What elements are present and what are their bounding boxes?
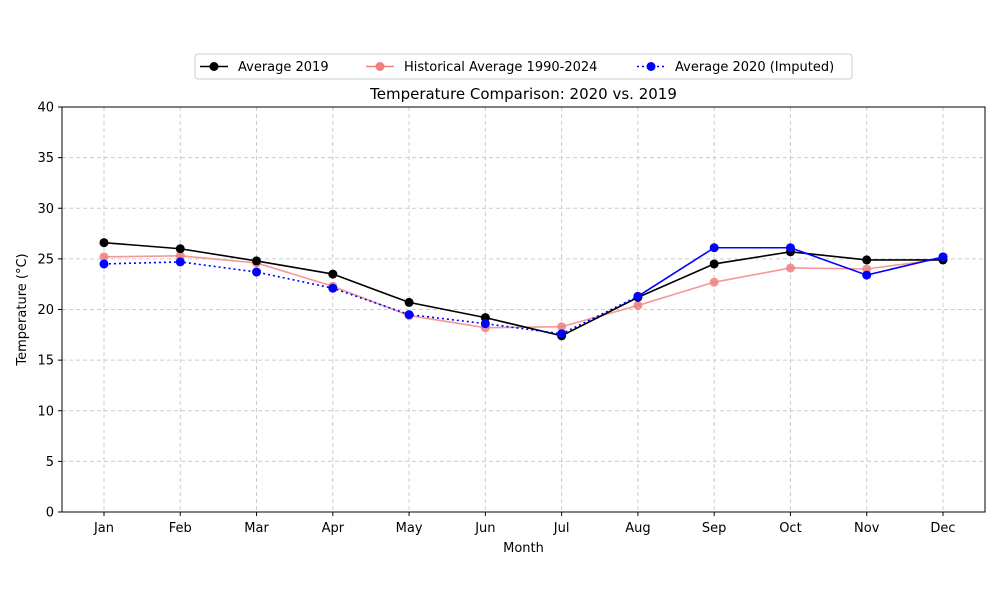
legend-swatch-marker: [646, 62, 656, 71]
data-point: [938, 252, 948, 262]
data-point: [709, 259, 719, 269]
x-tick-label: Aug: [625, 521, 650, 536]
x-tick-label: Jul: [553, 521, 570, 536]
series-line-dotted: [103, 261, 639, 335]
axes: Jan Feb Mar Apr May Jun Jul Aug Sep Oct Nov Dec 0 5 10…: [37, 101, 955, 537]
x-tick-label: Apr: [322, 521, 345, 536]
data-point: [785, 263, 795, 273]
data-point: [252, 256, 262, 266]
data-point: [99, 252, 109, 262]
legend-swatch-marker: [375, 62, 385, 71]
data-point: [557, 329, 567, 339]
x-axis-label: Month: [503, 541, 544, 556]
grid: [62, 106, 985, 513]
x-tick-label: Feb: [169, 521, 192, 536]
y-tick-label: 25: [37, 252, 54, 267]
y-tick-label: 35: [37, 151, 54, 166]
data-point: [633, 291, 643, 301]
x-tick-label: Sep: [702, 521, 727, 536]
y-tick-label: 20: [37, 303, 54, 318]
y-tick-label: 15: [37, 354, 54, 369]
data-point: [633, 300, 643, 310]
y-axis-label: Temperature (°C): [15, 253, 30, 366]
data-point: [404, 310, 414, 320]
legend-label: Average 2019: [238, 60, 329, 75]
data-point: [328, 283, 338, 293]
x-tick-label: Jan: [93, 521, 114, 536]
x-tick-label: Jun: [474, 521, 495, 536]
data-point: [709, 277, 719, 287]
x-tick-label: Mar: [244, 521, 269, 536]
y-tick-label: 0: [46, 506, 54, 521]
y-tick-label: 30: [37, 202, 54, 217]
x-tick-label: May: [396, 521, 423, 536]
data-point: [557, 322, 567, 332]
series-group: [99, 238, 948, 341]
x-tick-label: Oct: [779, 521, 801, 536]
legend: Average 2019 Historical Average 1990-2024…: [194, 53, 853, 80]
x-tick-label: Dec: [930, 521, 955, 536]
data-point: [99, 238, 109, 248]
data-point: [404, 297, 414, 307]
data-point: [480, 319, 490, 329]
y-tick-label: 5: [46, 455, 54, 470]
data-point: [252, 267, 262, 277]
data-point: [862, 255, 872, 265]
data-point: [785, 243, 795, 253]
legend-box: [194, 53, 853, 80]
series-line: [103, 255, 944, 329]
chart-title: Temperature Comparison: 2020 vs. 2019: [369, 85, 677, 103]
data-point: [99, 259, 109, 269]
data-point: [328, 269, 338, 279]
legend-item-2: Average 2020 (Imputed): [637, 60, 834, 75]
legend-item-0: Average 2019: [200, 60, 329, 75]
series-0: [99, 238, 948, 341]
data-point: [862, 270, 872, 280]
legend-item-1: Historical Average 1990-2024: [366, 60, 597, 75]
legend-swatch-marker: [209, 62, 219, 71]
data-point: [709, 243, 719, 253]
series-2: [99, 243, 948, 339]
series-1: [99, 251, 948, 333]
y-tick-label: 40: [37, 101, 54, 116]
y-tick-label: 10: [37, 404, 54, 419]
data-point: [175, 257, 185, 267]
legend-label: Historical Average 1990-2024: [404, 60, 597, 75]
x-tick-label: Nov: [854, 521, 880, 536]
legend-label: Average 2020 (Imputed): [675, 60, 834, 75]
data-point: [175, 244, 185, 254]
